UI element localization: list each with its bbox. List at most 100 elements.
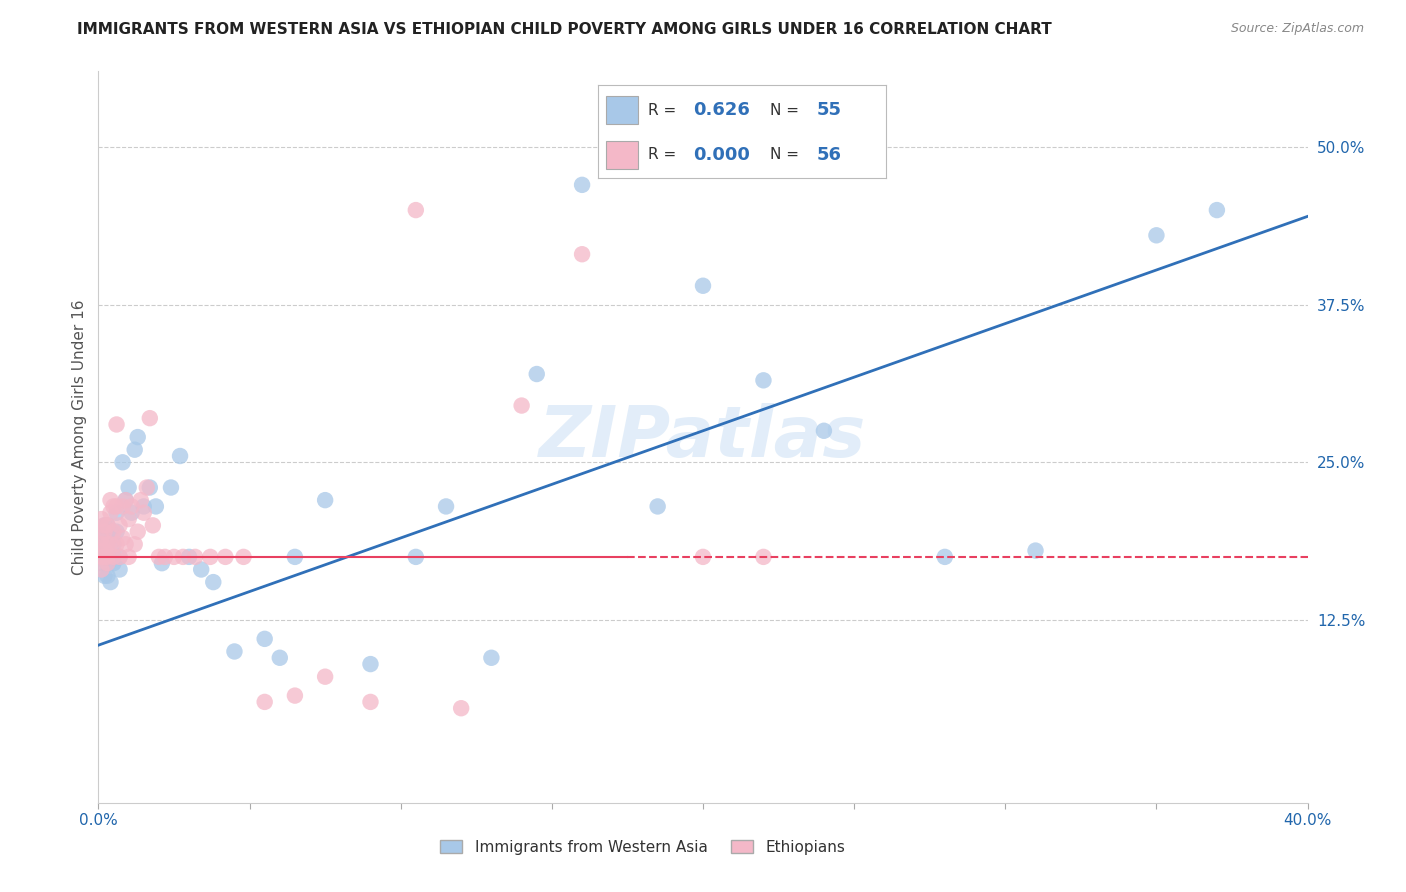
Point bbox=[510, 399, 533, 413]
Point bbox=[96, 531, 118, 545]
Text: 0.000: 0.000 bbox=[693, 146, 749, 164]
Point bbox=[526, 367, 548, 381]
Point bbox=[405, 203, 427, 218]
Point bbox=[129, 493, 152, 508]
Point bbox=[150, 556, 173, 570]
Point bbox=[100, 506, 122, 520]
Point bbox=[139, 481, 162, 495]
Point bbox=[90, 531, 112, 545]
Point bbox=[100, 575, 122, 590]
Point bbox=[108, 562, 131, 576]
Point bbox=[571, 178, 593, 192]
Point bbox=[90, 524, 112, 539]
Point bbox=[93, 518, 115, 533]
Point bbox=[111, 455, 134, 469]
Point bbox=[105, 537, 128, 551]
Point bbox=[103, 524, 125, 539]
Point bbox=[752, 549, 775, 564]
Point bbox=[103, 500, 125, 514]
Legend: Immigrants from Western Asia, Ethiopians: Immigrants from Western Asia, Ethiopians bbox=[433, 834, 852, 861]
Point bbox=[118, 549, 141, 564]
Point bbox=[692, 549, 714, 564]
Point bbox=[114, 537, 136, 551]
Point bbox=[121, 506, 143, 520]
Point bbox=[100, 537, 122, 551]
Point bbox=[132, 500, 155, 514]
Point bbox=[160, 481, 183, 495]
Point bbox=[93, 549, 115, 564]
Point bbox=[103, 549, 125, 564]
Point bbox=[96, 556, 118, 570]
Point bbox=[118, 481, 141, 495]
Point bbox=[692, 278, 714, 293]
Point bbox=[118, 512, 141, 526]
Point bbox=[284, 549, 307, 564]
Point bbox=[111, 500, 134, 514]
Point bbox=[752, 373, 775, 387]
Point bbox=[96, 556, 118, 570]
Point bbox=[184, 549, 207, 564]
Point bbox=[145, 500, 167, 514]
Point bbox=[105, 500, 128, 514]
Point bbox=[96, 569, 118, 583]
Point bbox=[100, 549, 122, 564]
Point bbox=[127, 430, 149, 444]
Point bbox=[111, 531, 134, 545]
Text: Source: ZipAtlas.com: Source: ZipAtlas.com bbox=[1230, 22, 1364, 36]
Point bbox=[934, 549, 956, 564]
Point bbox=[1024, 543, 1046, 558]
Point bbox=[105, 506, 128, 520]
Point bbox=[103, 549, 125, 564]
Text: ZIPatlas: ZIPatlas bbox=[540, 402, 866, 472]
Point bbox=[139, 411, 162, 425]
Point bbox=[148, 549, 170, 564]
Point bbox=[190, 562, 212, 576]
Text: 56: 56 bbox=[817, 146, 842, 164]
Point bbox=[1144, 228, 1167, 243]
Point bbox=[232, 549, 254, 564]
Text: R =: R = bbox=[648, 147, 676, 162]
Point bbox=[93, 549, 115, 564]
Point bbox=[108, 549, 131, 564]
Point bbox=[647, 500, 669, 514]
Y-axis label: Child Poverty Among Girls Under 16: Child Poverty Among Girls Under 16 bbox=[72, 300, 87, 574]
Point bbox=[360, 657, 382, 671]
Point bbox=[93, 569, 115, 583]
Point bbox=[481, 650, 503, 665]
Point bbox=[214, 549, 236, 564]
Point bbox=[360, 695, 382, 709]
Point bbox=[100, 524, 122, 539]
Point bbox=[153, 549, 176, 564]
Point bbox=[90, 549, 112, 564]
Point bbox=[96, 537, 118, 551]
Point bbox=[96, 518, 118, 533]
Point bbox=[142, 518, 165, 533]
Point bbox=[284, 689, 307, 703]
Point bbox=[105, 524, 128, 539]
Point bbox=[172, 549, 194, 564]
Point bbox=[93, 537, 115, 551]
Point bbox=[202, 575, 225, 590]
Point bbox=[132, 506, 155, 520]
Point bbox=[93, 524, 115, 539]
Point bbox=[314, 670, 336, 684]
Point bbox=[90, 543, 112, 558]
Text: IMMIGRANTS FROM WESTERN ASIA VS ETHIOPIAN CHILD POVERTY AMONG GIRLS UNDER 16 COR: IMMIGRANTS FROM WESTERN ASIA VS ETHIOPIA… bbox=[77, 22, 1052, 37]
Point bbox=[163, 549, 186, 564]
Bar bbox=[606, 141, 638, 169]
Point bbox=[114, 493, 136, 508]
Point bbox=[434, 500, 457, 514]
Point bbox=[450, 701, 472, 715]
Point bbox=[124, 442, 146, 457]
Point bbox=[1206, 203, 1229, 218]
Point bbox=[269, 650, 291, 665]
Text: N =: N = bbox=[770, 147, 800, 162]
Point bbox=[224, 644, 246, 658]
Point bbox=[105, 417, 128, 432]
Point bbox=[114, 493, 136, 508]
Point bbox=[405, 549, 427, 564]
Point bbox=[124, 537, 146, 551]
Point bbox=[96, 518, 118, 533]
Point bbox=[108, 518, 131, 533]
Point bbox=[179, 549, 201, 564]
